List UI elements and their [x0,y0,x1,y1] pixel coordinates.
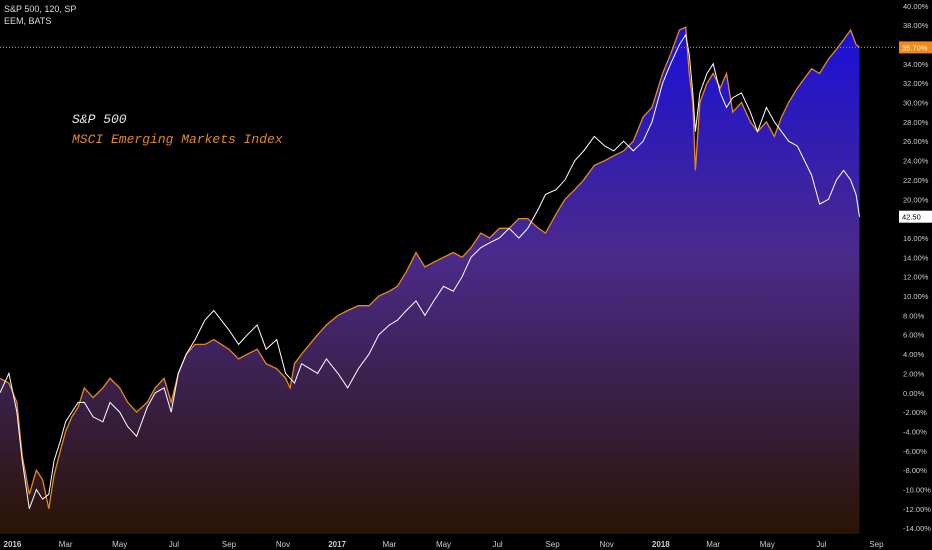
y-tick-label: 28.00% [903,118,929,127]
spx-series-line [0,33,860,509]
legend-eem: MSCI Emerging Markets Index [72,132,283,147]
eem-area-layer [0,27,860,534]
y-tick-label: 4.00% [903,350,925,359]
y-tick-label: 20.00% [903,195,929,204]
y-tick-label: 34.00% [903,60,929,69]
x-tick-label: May [436,540,451,549]
x-tick-label: Sep [869,540,884,549]
symbol-header-eem[interactable]: EEM, BATS [4,16,52,26]
y-tick-label: 38.00% [903,21,929,30]
y-tick-label: 8.00% [903,311,925,320]
y-tick-label: 6.00% [903,331,925,340]
x-tick-label: Jul [816,540,826,549]
spx-last-value-label: 42.50 [902,213,921,222]
y-tick-label: 22.00% [903,176,929,185]
x-tick-label: May [112,540,127,549]
y-tick-label: 10.00% [903,292,929,301]
x-tick-label: Mar [59,540,73,549]
y-axis[interactable]: 40.00%38.00%36.00%34.00%32.00%30.00%28.0… [903,2,931,533]
last-value-badges: 35.70% 42.50 [899,41,932,223]
y-tick-label: -14.00% [903,524,931,533]
y-tick-label: -4.00% [903,428,927,437]
eem-area-fill [0,27,860,534]
x-tick-label: Sep [222,540,237,549]
eem-last-value-badge [899,41,932,54]
spx-last-value-badge [899,210,932,223]
y-tick-label: 2.00% [903,369,925,378]
y-tick-label: 14.00% [903,253,929,262]
y-tick-label: 40.00% [903,2,929,11]
y-tick-label: 16.00% [903,234,929,243]
legend-spx: S&P 500 [72,112,127,127]
eem-series-line [0,26,860,509]
symbol-header-spx[interactable]: S&P 500, 120, SP [4,4,77,14]
y-tick-label: 26.00% [903,137,929,146]
y-tick-label: -8.00% [903,466,927,475]
x-tick-label: 2016 [4,540,22,549]
series-line-layer [0,26,860,509]
x-tick-label: Jul [492,540,502,549]
y-tick-label: 12.00% [903,273,929,282]
y-tick-label: -2.00% [903,408,927,417]
x-tick-label: Nov [600,540,614,549]
y-tick-label: 30.00% [903,99,929,108]
y-tick-label: -12.00% [903,505,931,514]
x-tick-label: Sep [545,540,560,549]
x-tick-label: Nov [276,540,290,549]
x-tick-label: Mar [706,540,720,549]
x-tick-label: Jul [169,540,179,549]
x-tick-label: 2018 [652,540,670,549]
x-tick-label: 2017 [328,540,346,549]
y-tick-label: -6.00% [903,447,927,456]
y-tick-label: 24.00% [903,157,929,166]
x-tick-label: Mar [383,540,397,549]
eem-last-value-label: 35.70% [902,43,928,52]
x-axis[interactable]: 2016 Mar May Jul Sep Nov 2017 Mar May Jul Sep Nov 20… [4,540,885,549]
x-tick-label: May [760,540,775,549]
y-tick-label: -10.00% [903,486,931,495]
y-tick-label: 0.00% [903,389,925,398]
y-tick-label: 32.00% [903,79,929,88]
